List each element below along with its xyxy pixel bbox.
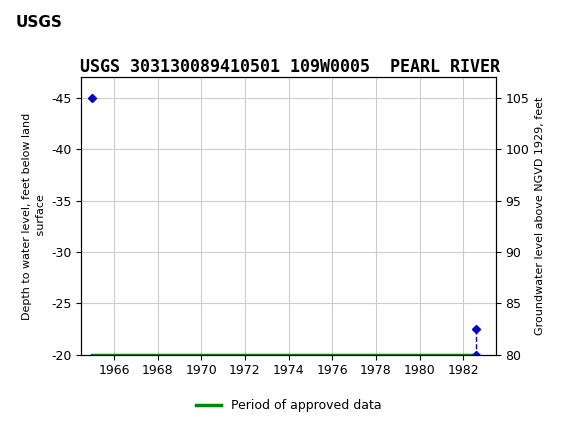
Text: USGS: USGS (16, 15, 63, 30)
Legend: Period of approved data: Period of approved data (191, 394, 386, 417)
Text: USGS 303130089410501 109W0005  PEARL RIVER: USGS 303130089410501 109W0005 PEARL RIVE… (80, 58, 500, 76)
Bar (3, 3, 78, 42)
Y-axis label: Depth to water level, feet below land
 surface: Depth to water level, feet below land su… (21, 113, 46, 319)
Y-axis label: Groundwater level above NGVD 1929, feet: Groundwater level above NGVD 1929, feet (535, 97, 545, 335)
